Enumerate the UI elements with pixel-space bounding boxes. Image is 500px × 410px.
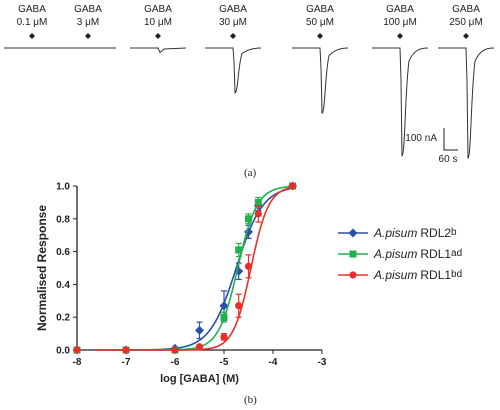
current-trace bbox=[438, 47, 495, 159]
data-point bbox=[171, 346, 179, 354]
application-marker bbox=[29, 33, 35, 39]
trace-concentration-label: 30 μM bbox=[219, 17, 247, 28]
data-point bbox=[219, 301, 229, 311]
data-point bbox=[220, 313, 228, 321]
legend-receptor-subscript: b bbox=[451, 227, 457, 238]
trace-concentration-label: 0.1 μM bbox=[17, 17, 48, 28]
scale-bar-lines bbox=[443, 128, 458, 151]
y-tick-label: 1.0 bbox=[56, 182, 70, 193]
y-tick-label: 0.2 bbox=[56, 313, 70, 324]
trace-concentration-label: 10 μM bbox=[144, 17, 172, 28]
trace-3: GABA 30 μM bbox=[205, 4, 262, 94]
data-point bbox=[235, 302, 243, 310]
legend-swatch bbox=[338, 250, 368, 257]
panel-b-label: (b) bbox=[244, 394, 257, 406]
series-2 bbox=[73, 182, 297, 354]
legend-species: A.pisum bbox=[374, 246, 418, 261]
trace-6: GABA 250 μM bbox=[438, 4, 495, 159]
data-point bbox=[235, 246, 243, 254]
current-trace bbox=[130, 47, 187, 54]
legend-receptor: RDL1 bbox=[420, 267, 452, 282]
scale-bar-time-label: 60 s bbox=[439, 154, 458, 165]
trace-agonist-label: GABA bbox=[144, 4, 172, 15]
trace-concentration-label: 50 μM bbox=[306, 17, 334, 28]
data-point bbox=[73, 346, 81, 354]
y-tick-label: 0.4 bbox=[56, 280, 70, 291]
x-tick-label: -4 bbox=[269, 357, 278, 368]
x-tick-label: -5 bbox=[220, 357, 229, 368]
legend-receptor: RDL1 bbox=[420, 246, 452, 261]
series-0 bbox=[72, 181, 298, 355]
y-tick-label: 0.8 bbox=[56, 214, 70, 225]
y-tick-label: 0.0 bbox=[56, 346, 70, 357]
data-point bbox=[254, 198, 262, 206]
data-point bbox=[122, 346, 130, 354]
legend-entry: A.pisum RDL1 ad bbox=[338, 243, 498, 264]
data-point bbox=[254, 210, 262, 218]
legend-marker bbox=[348, 228, 358, 237]
current-trace bbox=[372, 47, 429, 157]
panel-a-label: (a) bbox=[244, 167, 257, 179]
trace-concentration-label: 250 μM bbox=[449, 17, 483, 28]
fit-curve bbox=[96, 186, 293, 351]
legend-marker bbox=[349, 270, 357, 279]
x-tick-label: -3 bbox=[318, 357, 327, 368]
data-point bbox=[244, 262, 253, 270]
legend-entry: A.pisum RDL1 bd bbox=[338, 264, 498, 285]
dose-response-chart: -8 -7 -6 -5 -4 -3 0.0 0.2 0.4 0.6 0.8 1.0 log [GABA]… bbox=[35, 181, 327, 385]
legend-entry: A.pisum RDL2 b bbox=[338, 222, 498, 243]
x-tick-label: -7 bbox=[122, 357, 131, 368]
legend-species: A.pisum bbox=[374, 267, 418, 282]
trace-concentration-label: 100 μM bbox=[383, 17, 417, 28]
y-axis-label: Normalised Response bbox=[35, 205, 49, 331]
scale-bar-current-label: 100 nA bbox=[405, 133, 437, 144]
data-point bbox=[195, 325, 204, 335]
trace-concentration-label: 3 μM bbox=[77, 17, 99, 28]
legend-marker bbox=[349, 250, 357, 257]
trace-2: GABA 10 μM bbox=[130, 4, 187, 54]
trace-5: GABA 100 μM bbox=[372, 4, 429, 157]
data-point bbox=[220, 333, 228, 341]
trace-agonist-label: GABA bbox=[18, 4, 46, 15]
application-marker bbox=[317, 33, 323, 39]
application-marker bbox=[85, 33, 91, 39]
trace-agonist-label: GABA bbox=[219, 4, 247, 15]
trace-agonist-label: GABA bbox=[452, 4, 480, 15]
trace-4: GABA 50 μM bbox=[292, 4, 349, 114]
application-marker bbox=[230, 33, 236, 39]
trace-agonist-label: GABA bbox=[74, 4, 102, 15]
legend-species: A.pisum bbox=[374, 225, 418, 240]
fit-curve bbox=[96, 187, 293, 351]
application-marker bbox=[463, 33, 469, 39]
data-point bbox=[195, 343, 204, 351]
fit-curve bbox=[96, 185, 293, 351]
trace-0: GABA 0.1 μM bbox=[4, 4, 60, 49]
application-marker bbox=[155, 33, 161, 39]
current-trace bbox=[292, 47, 349, 114]
trace-agonist-label: GABA bbox=[386, 4, 414, 15]
y-tick-label: 0.6 bbox=[56, 247, 70, 258]
data-point bbox=[245, 215, 252, 223]
legend-receptor-subscript: bd bbox=[451, 269, 463, 280]
trace-agonist-label: GABA bbox=[306, 4, 334, 15]
current-trace bbox=[205, 47, 262, 94]
legend-receptor: RDL2 bbox=[420, 225, 452, 240]
data-point bbox=[289, 182, 297, 190]
legend-swatch bbox=[338, 270, 368, 279]
x-tick-label: -8 bbox=[73, 357, 82, 368]
legend-receptor-subscript: ad bbox=[451, 248, 463, 259]
trace-1: GABA 3 μM bbox=[60, 4, 116, 49]
series-1 bbox=[73, 182, 297, 354]
x-tick-label: -6 bbox=[171, 357, 180, 368]
x-axis-label: log [GABA] (M) bbox=[160, 373, 239, 385]
chart-legend: A.pisum RDL2 b A.pisum RDL1 ad A.pisum RDL1 bd bbox=[338, 222, 498, 285]
legend-swatch bbox=[338, 228, 368, 237]
application-marker bbox=[397, 33, 403, 39]
